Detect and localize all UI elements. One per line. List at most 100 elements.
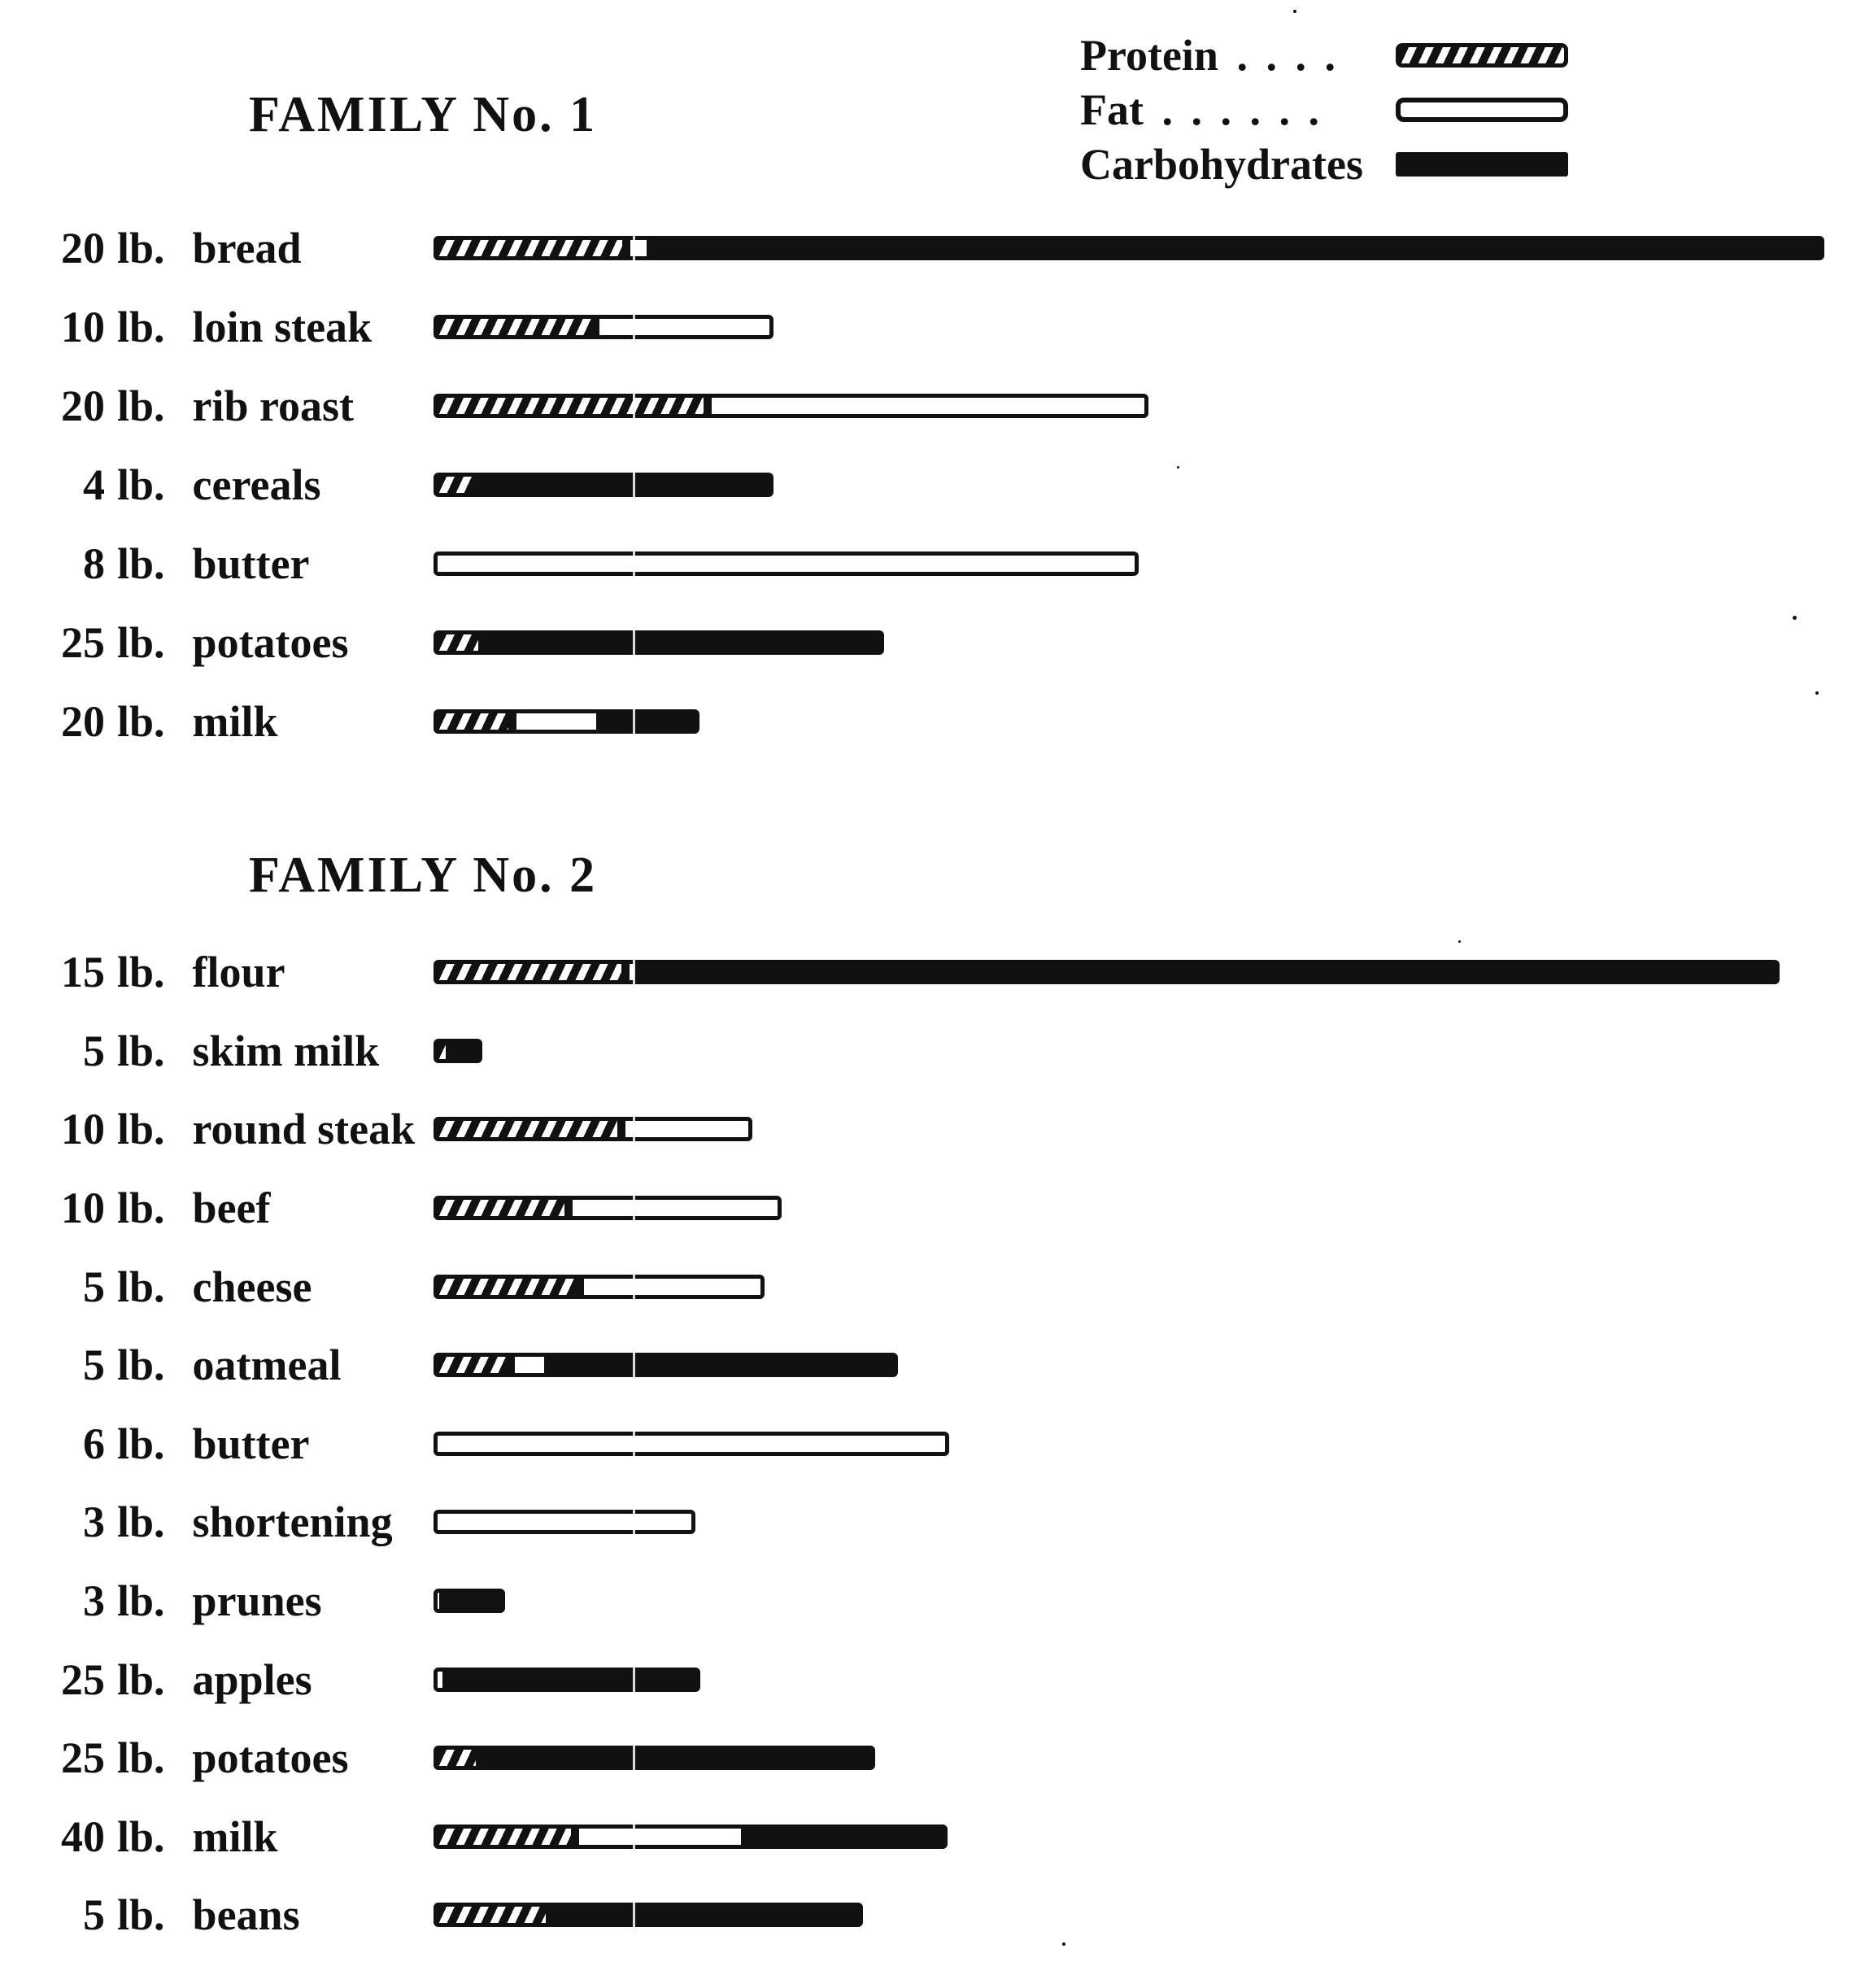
fat-segment — [595, 314, 773, 339]
ink-speck — [1177, 466, 1179, 469]
food-label: 6 lb. butter — [0, 1419, 434, 1469]
fat-segment — [434, 1431, 949, 1456]
unit-label: lb. — [117, 1262, 165, 1311]
food-name-label: flour — [192, 948, 285, 997]
quantity-label: 40 — [61, 1811, 105, 1861]
fat-segment — [511, 1353, 548, 1378]
food-row-potatoes: 25 lb. potatoes — [0, 1719, 1865, 1798]
quantity-label: 15 — [61, 948, 105, 997]
food-label: 3 lb. shortening — [0, 1497, 434, 1547]
carbs-segment — [600, 708, 699, 734]
unit-label: lb. — [117, 1576, 165, 1626]
food-name-label: butter — [192, 538, 310, 588]
carbs-segment — [447, 1667, 700, 1692]
carbs-segment — [550, 1903, 863, 1928]
food-label: 4 lb. cereals — [0, 460, 434, 510]
ink-speck — [1815, 691, 1819, 695]
stacked-bar — [434, 1117, 752, 1142]
fat-segment — [621, 1117, 752, 1142]
food-name-label: milk — [192, 1811, 278, 1861]
quantity-label: 5 — [83, 1341, 105, 1390]
protein-segment — [434, 1746, 480, 1771]
fat-segment — [575, 1824, 745, 1849]
stacked-bar — [434, 708, 699, 734]
carbs-segment — [548, 1353, 898, 1378]
fat-outline-swatch-icon — [1396, 97, 1568, 122]
stacked-bar — [434, 1824, 948, 1849]
carbs-segment — [450, 1038, 482, 1063]
legend-label-protein: Protein . . . . — [1080, 30, 1336, 80]
food-row-shortening: 3 lb. shortening — [0, 1483, 1865, 1562]
food-name-label: round steak — [192, 1105, 416, 1154]
family-1-title: FAMILY No. 1 — [249, 87, 598, 142]
protein-hatched-swatch-icon — [1396, 42, 1568, 68]
unit-label: lb. — [117, 1105, 165, 1154]
quantity-label: 5 — [83, 1026, 105, 1075]
unit-label: lb. — [117, 1419, 165, 1468]
food-label: 20 lb. bread — [0, 223, 434, 273]
fat-segment — [580, 1274, 765, 1299]
fat-segment — [625, 960, 638, 985]
food-name-label: cheese — [192, 1262, 312, 1311]
quantity-label: 6 — [83, 1419, 105, 1468]
quantity-label: 10 — [61, 1105, 105, 1154]
fat-segment — [512, 708, 600, 734]
food-name-label: butter — [192, 1419, 310, 1468]
unit-label: lb. — [117, 1341, 165, 1390]
unit-label: lb. — [117, 538, 165, 588]
unit-label: lb. — [117, 1498, 165, 1547]
food-row-oatmeal: 5 lb. oatmeal — [0, 1326, 1865, 1405]
ink-speck — [1293, 10, 1296, 13]
food-name-label: cereals — [192, 460, 321, 509]
carbs-segment — [443, 1589, 505, 1614]
protein-segment — [434, 235, 626, 260]
quantity-label: 3 — [83, 1498, 105, 1547]
unit-label: lb. — [117, 302, 165, 351]
quantity-label: 20 — [61, 381, 105, 430]
food-label: 5 lb. beans — [0, 1890, 434, 1940]
unit-label: lb. — [117, 696, 165, 746]
legend-item-fat: Fat . . . . . . — [1080, 82, 1568, 137]
unit-label: lb. — [117, 948, 165, 997]
printing-plate-seam — [633, 220, 635, 1936]
food-row-flour: 15 lb. flour — [0, 933, 1865, 1012]
food-label: 20 lb. milk — [0, 696, 434, 747]
stacked-bar — [434, 1667, 700, 1692]
ink-speck — [1062, 1942, 1065, 1946]
carbs-segment — [638, 960, 1780, 985]
food-row-round-steak: 10 lb. round steak — [0, 1090, 1865, 1169]
unit-label: lb. — [117, 223, 165, 272]
unit-label: lb. — [117, 1733, 165, 1783]
food-label: 10 lb. beef — [0, 1183, 434, 1233]
carbs-segment — [745, 1824, 948, 1849]
quantity-label: 25 — [61, 617, 105, 667]
food-row-milk: 40 lb. milk — [0, 1798, 1865, 1877]
food-label: 5 lb. oatmeal — [0, 1340, 434, 1390]
protein-segment — [434, 960, 625, 985]
food-name-label: milk — [192, 696, 278, 746]
food-name-label: shortening — [192, 1498, 393, 1547]
food-name-label: beans — [192, 1890, 300, 1940]
food-row-beef: 10 lb. beef — [0, 1169, 1865, 1248]
stacked-bar — [434, 314, 773, 339]
food-row-cheese: 5 lb. cheese — [0, 1247, 1865, 1326]
protein-segment — [434, 1903, 550, 1928]
ink-speck — [1793, 616, 1797, 620]
carbohydrates-solid-swatch-icon — [1396, 151, 1568, 177]
food-row-beans: 5 lb. beans — [0, 1876, 1865, 1955]
carbs-segment — [651, 235, 1824, 260]
carbs-segment — [480, 1746, 875, 1771]
food-row-butter: 8 lb. butter — [0, 524, 1865, 603]
food-label: 10 lb. round steak — [0, 1104, 434, 1154]
unit-label: lb. — [117, 381, 165, 430]
quantity-label: 8 — [83, 538, 105, 588]
quantity-label: 20 — [61, 223, 105, 272]
protein-segment — [434, 472, 477, 497]
food-row-bread: 20 lb. bread — [0, 208, 1865, 287]
quantity-label: 25 — [61, 1733, 105, 1783]
food-row-butter: 6 lb. butter — [0, 1405, 1865, 1484]
protein-segment — [434, 393, 708, 418]
quantity-label: 10 — [61, 1184, 105, 1233]
food-row-skim-milk: 5 lb. skim milk — [0, 1012, 1865, 1091]
